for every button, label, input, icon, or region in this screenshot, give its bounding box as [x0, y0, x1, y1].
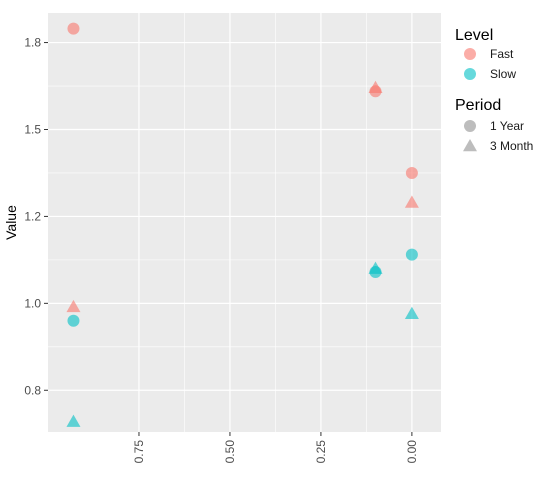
y-tick-label: 0.8 — [24, 383, 41, 397]
point-fast-3-month — [368, 80, 383, 94]
legend-key-circle — [464, 48, 476, 60]
point-fast-1-year — [67, 22, 80, 35]
legend-key-circle — [464, 120, 476, 132]
legend-title: Level — [455, 27, 493, 44]
point-fast-3-month — [66, 299, 81, 313]
y-tick-label: 1.5 — [24, 122, 41, 136]
point-slow-1-year — [405, 248, 418, 261]
plot-panel — [48, 13, 441, 432]
point-slow-1-year — [67, 314, 80, 327]
point-slow-3-month — [368, 261, 383, 274]
point-slow-3-month — [404, 306, 419, 320]
y-tick-label: 1.0 — [24, 296, 41, 310]
y-axis-title: Value — [3, 205, 19, 240]
x-axis: 0.75 0.50 0.25 0.00 — [132, 432, 419, 463]
x-tick-label: 0.50 — [223, 440, 237, 464]
data-points — [66, 22, 419, 427]
legend: Level Fast Slow Period 1 Year 3 Month — [455, 27, 533, 153]
x-tick-label: 0.75 — [132, 440, 146, 464]
point-slow-3-month — [66, 414, 81, 427]
legend-label: Slow — [490, 67, 516, 81]
legend-label: 3 Month — [490, 139, 533, 153]
legend-title: Period — [455, 97, 501, 114]
point-fast-1-year — [405, 166, 418, 179]
gridlines — [48, 13, 441, 432]
legend-label: 1 Year — [490, 119, 524, 133]
legend-key-triangle — [463, 139, 477, 152]
legend-key-circle — [464, 68, 476, 80]
legend-label: Fast — [490, 47, 514, 61]
x-tick-label: 0.25 — [314, 440, 328, 464]
y-tick-label: 1.8 — [24, 36, 41, 50]
x-tick-label: 0.00 — [405, 440, 419, 464]
y-axis: 0.8 1.0 1.2 1.5 1.8 — [24, 36, 48, 397]
point-fast-3-month — [404, 195, 419, 208]
y-tick-label: 1.2 — [24, 209, 41, 223]
